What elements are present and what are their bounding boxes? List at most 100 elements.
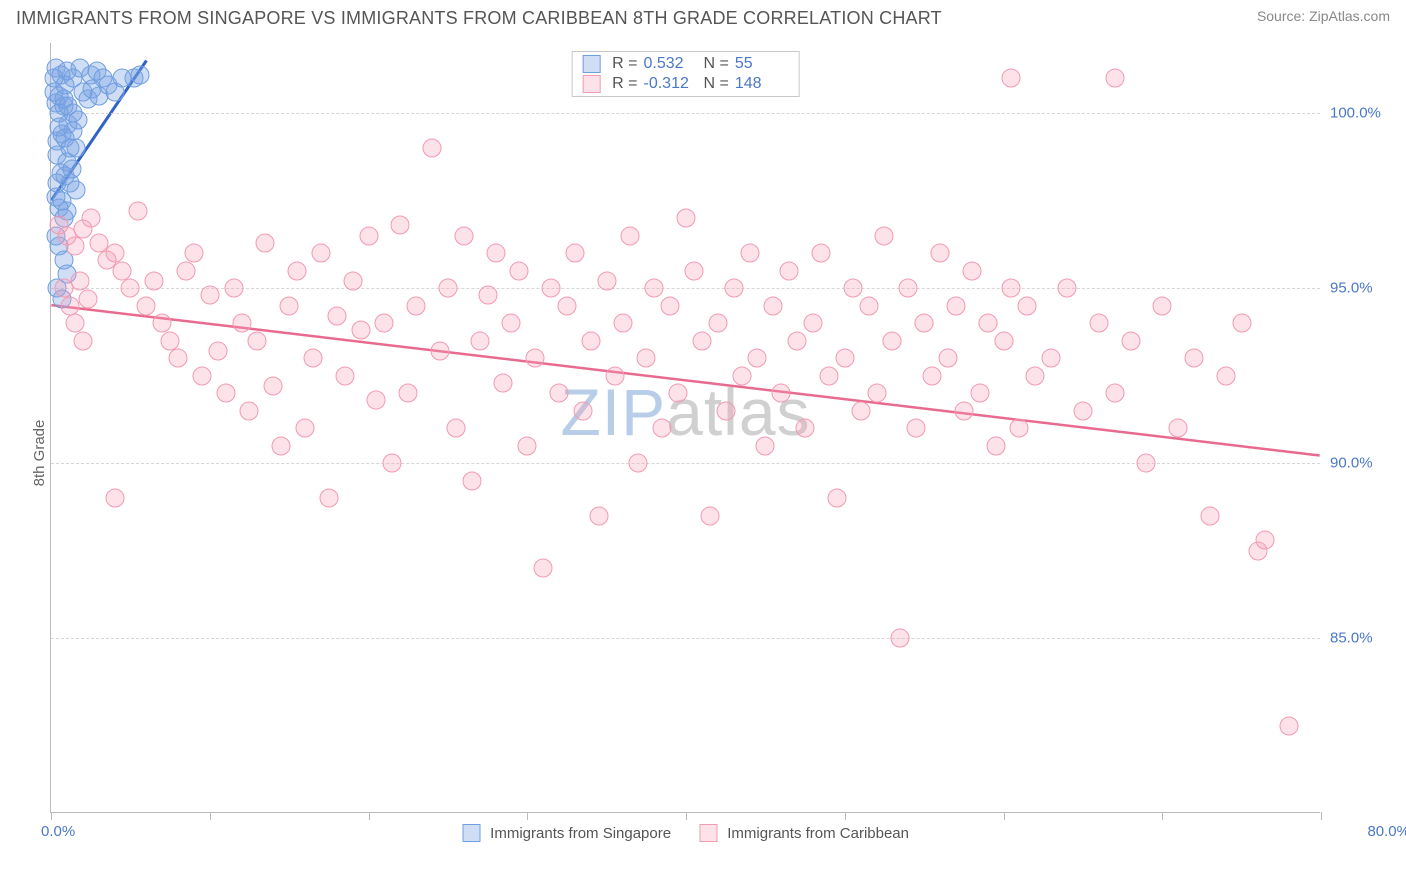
data-point [383,454,402,473]
data-point [851,401,870,420]
data-point [899,279,918,298]
legend-item: Immigrants from Caribbean [699,824,909,842]
data-point [288,261,307,280]
data-point [637,349,656,368]
gridline [51,113,1320,114]
swatch-icon [582,55,600,73]
r-value: 0.532 [644,55,698,73]
data-point [978,314,997,333]
data-point [708,314,727,333]
data-point [62,160,81,179]
data-point [859,296,878,315]
data-point [319,489,338,508]
data-point [200,286,219,305]
data-point [399,384,418,403]
data-point [772,384,791,403]
n-label: N = [704,75,729,93]
x-tick [1004,812,1005,820]
data-point [343,272,362,291]
data-point [248,331,267,350]
chart-title: IMMIGRANTS FROM SINGAPORE VS IMMIGRANTS … [16,8,942,29]
data-point [931,244,950,263]
data-point [827,489,846,508]
data-point [327,307,346,326]
data-point [534,559,553,578]
data-point [303,349,322,368]
data-point [423,139,442,158]
data-point [748,349,767,368]
data-point [430,342,449,361]
trend-lines [51,43,1320,812]
data-point [986,436,1005,455]
data-point [645,279,664,298]
data-point [994,331,1013,350]
data-point [804,314,823,333]
data-point [470,331,489,350]
data-point [81,209,100,228]
x-tick [369,812,370,820]
data-point [565,244,584,263]
n-label: N = [704,55,729,73]
data-point [407,296,426,315]
swatch-icon [462,824,480,842]
chart-area: 8th Grade ZIPatlas R = 0.532 N = 55 R = … [0,33,1406,873]
data-point [1121,331,1140,350]
data-point [351,321,370,340]
data-point [1216,366,1235,385]
y-tick-label: 95.0% [1330,280,1400,297]
data-point [113,69,132,88]
data-point [1073,401,1092,420]
data-point [478,286,497,305]
gridline [51,638,1320,639]
data-point [494,373,513,392]
x-tick [1321,812,1322,820]
data-point [954,401,973,420]
data-point [597,272,616,291]
data-point [446,419,465,438]
data-point [907,419,926,438]
data-point [454,226,473,245]
watermark-atlas: atlas [666,375,810,449]
data-point [208,342,227,361]
data-point [391,216,410,235]
data-point [264,377,283,396]
swatch-icon [582,75,600,93]
data-point [1002,69,1021,88]
data-point [811,244,830,263]
data-point [335,366,354,385]
data-point [462,471,481,490]
data-point [216,384,235,403]
stat-row: R = -0.312 N = 148 [572,74,799,94]
data-point [605,366,624,385]
data-point [970,384,989,403]
data-point [113,261,132,280]
data-point [589,506,608,525]
data-point [891,629,910,648]
data-point [68,111,87,130]
data-point [796,419,815,438]
data-point [883,331,902,350]
data-point [843,279,862,298]
data-point [1002,279,1021,298]
data-point [240,401,259,420]
data-point [542,279,561,298]
y-tick-label: 90.0% [1330,455,1400,472]
data-point [550,384,569,403]
data-point [296,419,315,438]
data-point [232,314,251,333]
y-axis-label: 8th Grade [31,420,48,487]
data-point [613,314,632,333]
data-point [756,436,775,455]
data-point [153,314,172,333]
data-point [684,261,703,280]
data-point [65,237,84,256]
data-point [137,296,156,315]
data-point [716,401,735,420]
r-value: -0.312 [644,75,698,93]
data-point [946,296,965,315]
data-point [486,244,505,263]
data-point [661,296,680,315]
data-point [56,76,75,95]
x-origin-label: 0.0% [41,823,75,840]
x-tick [686,812,687,820]
